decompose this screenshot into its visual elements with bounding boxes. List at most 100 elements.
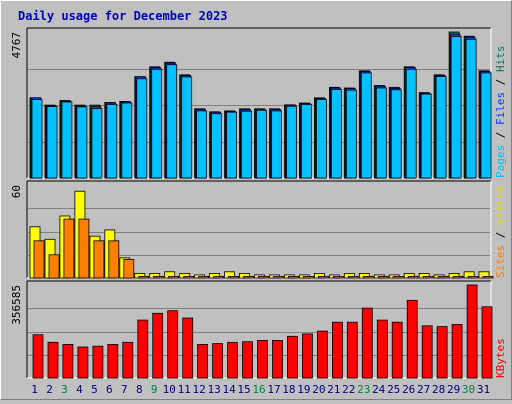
bar-sites [362,275,374,279]
day-label: 11 [178,383,191,396]
chart-title: Daily usage for December 2023 [18,9,228,23]
bar-kbytes [391,321,403,379]
bar-kbytes [331,321,343,379]
bar-pages [181,76,193,179]
bar-pages [226,111,238,179]
legend-segment: / [494,125,507,145]
bar-pages [76,106,88,179]
bar-pages [345,89,357,179]
bar-sites [392,275,404,279]
bar-kbytes [62,343,74,379]
day-label: 7 [121,383,128,396]
bar-kbytes [197,343,209,379]
bar-pages [31,99,43,179]
day-label: 28 [432,383,445,396]
bar-pages [241,110,252,179]
panel-kbytes: 356585 KBytes [10,280,507,379]
bar-sites [93,240,105,279]
series-sites [33,218,494,279]
bar-sites [258,275,269,279]
legend-segment: KBytes [494,338,507,378]
bar-sites [332,275,344,279]
bar-sites [452,275,464,279]
bar-kbytes [152,312,164,379]
bar-pages [435,76,447,179]
bar-sites [123,258,135,279]
series-legend: Pages / Files / Hits [494,46,507,179]
bar-pages [315,99,327,179]
day-label: 29 [447,383,460,396]
bar-kbytes [421,325,433,379]
bar-kbytes [242,341,253,379]
bar-sites [198,275,210,279]
day-label: 26 [402,383,415,396]
legend-segment: / [494,225,507,245]
bar-kbytes [466,284,478,379]
day-label: 21 [327,383,340,396]
bar-sites [273,275,284,279]
bar-sites [63,218,75,279]
bar-pages [106,104,118,179]
bar-pages [420,93,432,179]
day-label: 5 [91,383,98,396]
bar-kbytes [122,341,134,379]
day-label: 25 [387,383,400,396]
bar-kbytes [361,307,373,379]
bar-sites [48,254,60,279]
bar-pages [46,106,58,179]
bar-kbytes [436,326,448,379]
day-label: 9 [151,383,158,396]
bar-kbytes [227,341,239,379]
day-label: 12 [192,383,205,396]
series-pages [31,36,492,179]
legend-segment: Visits [494,185,507,225]
bar-pages [300,104,312,179]
bar-sites [243,275,254,279]
bar-sites [78,218,90,279]
bar-kbytes [107,343,119,379]
bar-sites [482,275,494,279]
bar-kbytes [451,324,463,379]
legend-segment: Sites [494,245,507,278]
axis-max-label: 4767 [10,32,23,59]
bar-kbytes [257,339,268,379]
bar-kbytes [406,299,418,379]
bar-pages [61,101,73,179]
day-label: 16 [252,383,265,396]
bar-pages [450,36,462,179]
bar-sites [213,275,225,279]
axis-max-label: 356585 [10,285,23,325]
day-label: 24 [372,383,386,396]
bar-kbytes [77,346,89,379]
series-legend: Sites / Visits [494,185,507,278]
panel-visits-sites: 60 Sites / Visits [10,180,507,279]
bar-kbytes [92,345,104,379]
legend-segment: Files [494,92,507,125]
day-label: 1 [31,383,38,396]
bar-kbytes [287,335,298,379]
bar-sites [153,275,165,279]
bar-kbytes [182,317,194,379]
day-label: 30 [462,383,475,396]
day-label: 23 [357,383,370,396]
series-legend: KBytes [494,338,507,378]
day-label: 22 [342,383,355,396]
bar-pages [91,108,103,179]
day-label: 4 [76,383,83,396]
bar-pages [286,105,297,179]
day-label: 17 [267,383,280,396]
day-label: 2 [46,383,53,396]
bar-sites [183,275,195,279]
bar-pages [121,102,133,179]
day-label: 14 [222,383,236,396]
day-label: 3 [61,383,68,396]
bar-sites [228,275,240,279]
bar-pages [360,72,372,179]
bar-pages [256,109,267,179]
panel-hits-files-pages: 4767 Pages / Files / Hits [10,27,507,179]
bar-pages [390,89,402,179]
bar-sites [407,275,419,279]
day-label: 18 [282,383,295,396]
